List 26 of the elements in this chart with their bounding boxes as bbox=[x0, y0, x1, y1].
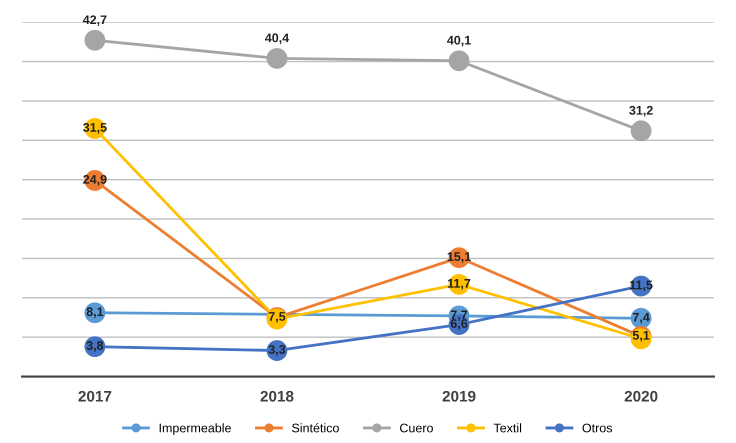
legend-label: Impermeable bbox=[160, 423, 231, 435]
data-label: 31,2 bbox=[629, 106, 653, 117]
data-label: 8,1 bbox=[86, 307, 104, 318]
data-label: 11,7 bbox=[448, 279, 470, 290]
legend-label: Textil bbox=[494, 423, 522, 432]
legend-label: Otros bbox=[582, 424, 612, 432]
x-tick-label: 2020 bbox=[624, 390, 658, 402]
point bbox=[266, 48, 288, 69]
point bbox=[630, 120, 652, 142]
data-label: 40,1 bbox=[447, 36, 471, 46]
data-label: 7,7 bbox=[450, 310, 468, 322]
data-label: 40,4 bbox=[264, 33, 290, 44]
data-label: 7,4 bbox=[632, 312, 650, 324]
data-label: 3,8 bbox=[86, 341, 104, 352]
legend-label: Cuero bbox=[400, 424, 433, 432]
x-tick-label: 2017 bbox=[78, 390, 112, 402]
x-tick-label: 2019 bbox=[442, 390, 476, 402]
data-label: 7,5 bbox=[268, 312, 286, 323]
data-label: 3,3 bbox=[268, 345, 286, 356]
x-tick-label: 2018 bbox=[260, 390, 294, 402]
data-label: 42,7 bbox=[82, 15, 107, 26]
data-label: 6,6 bbox=[450, 319, 468, 330]
data-label: 5,1 bbox=[632, 331, 650, 342]
point bbox=[448, 50, 470, 72]
legend-label: Sintético bbox=[292, 423, 339, 432]
point bbox=[84, 30, 106, 51]
